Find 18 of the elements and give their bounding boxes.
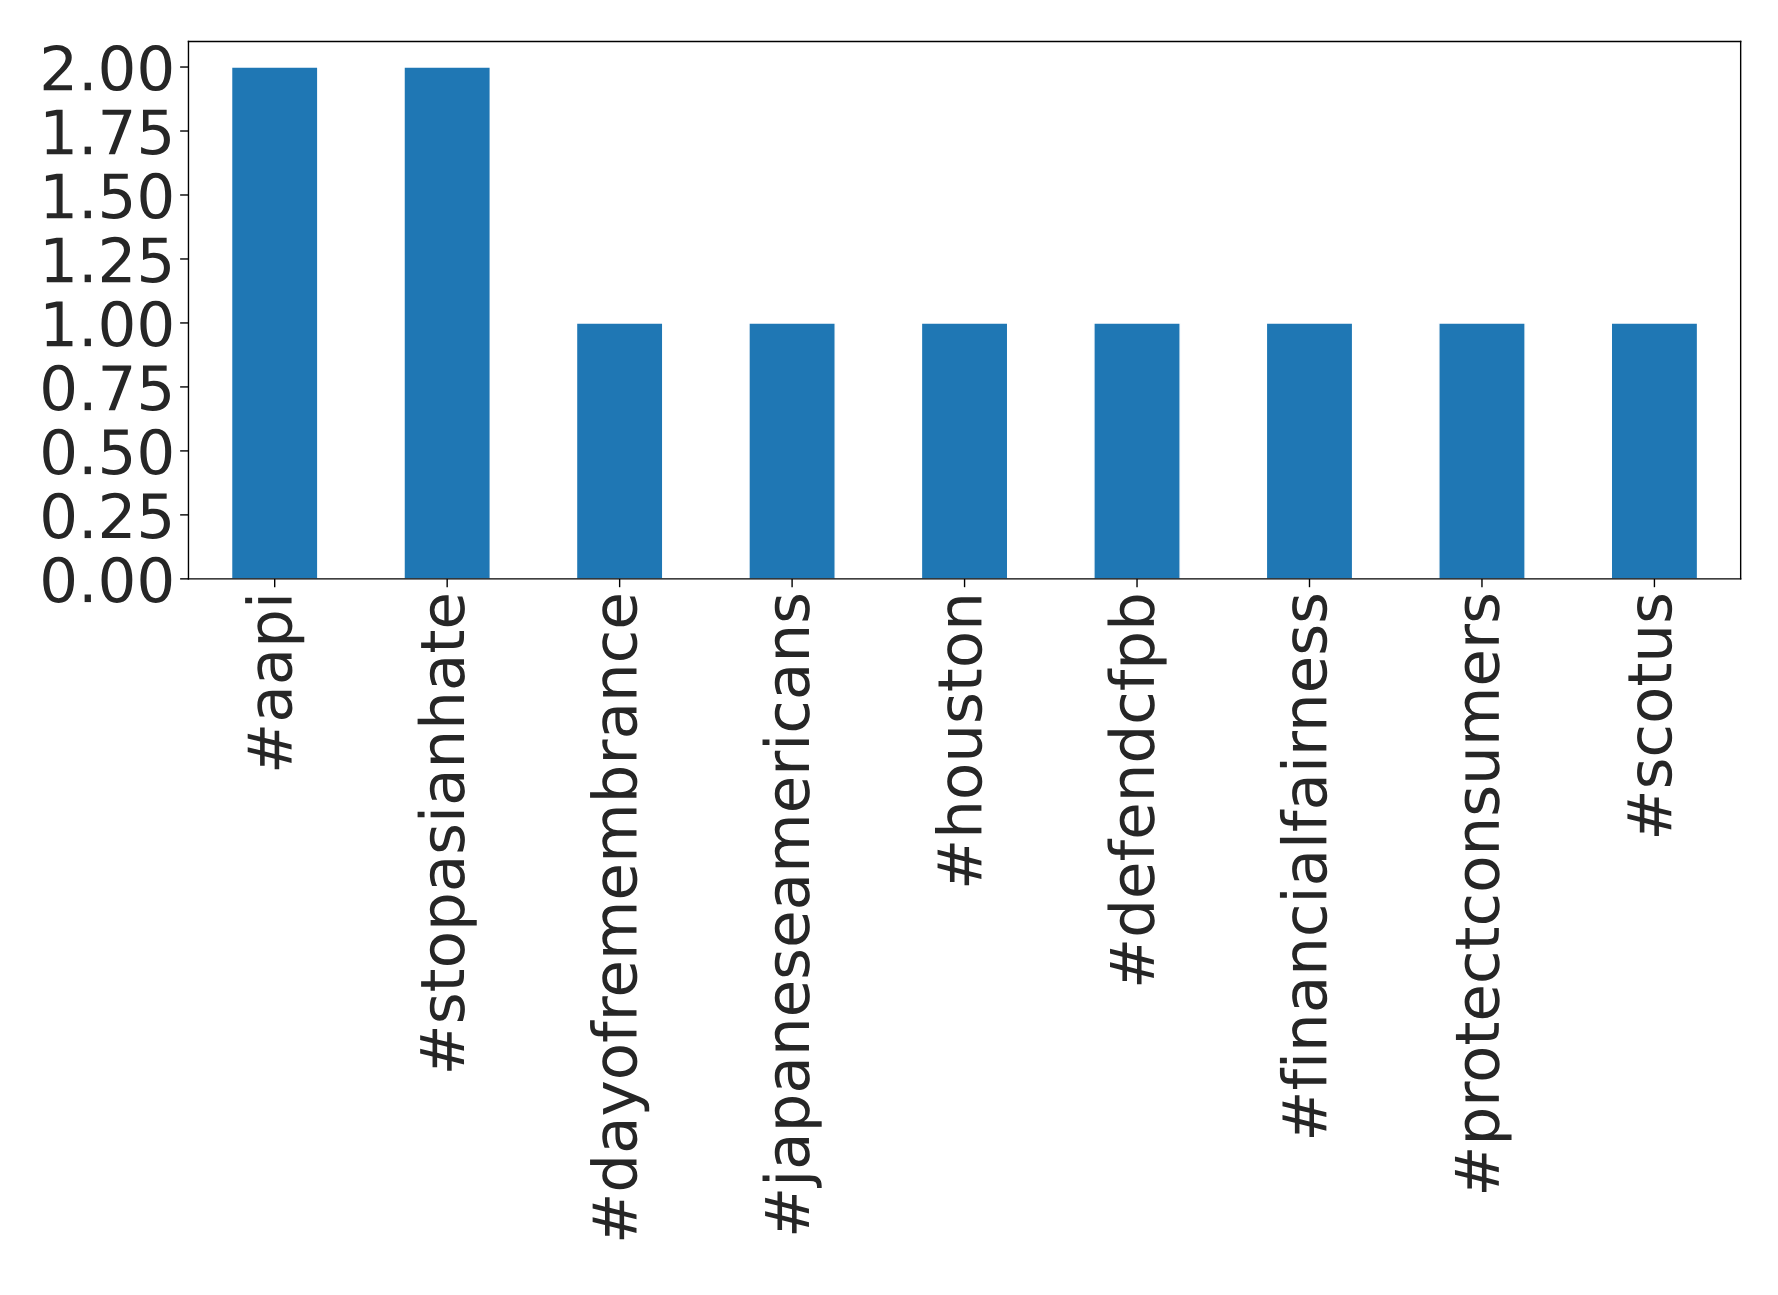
x-tick-label: #defendcfpb: [1107, 595, 1167, 985]
y-tick-label: 0.25: [43, 492, 170, 539]
x-tick-label: #financialfairness: [1279, 595, 1328, 1137]
x-tick-label: #protectconsumers: [1454, 595, 1512, 1192]
y-tick-label: 1.00: [45, 300, 172, 348]
y-tick-label: 1.75: [45, 109, 170, 156]
y-tick-label: 1.25: [45, 236, 170, 284]
x-tick-label: #houston: [934, 597, 983, 886]
x-tick-label: #dayofremembrance: [590, 595, 650, 1240]
x-tick-label: #stopasianhate: [417, 595, 477, 1071]
y-tick-label: 0.50: [43, 428, 172, 475]
y-tick-label: 0.75: [43, 364, 170, 412]
y-tick-label: 1.50: [45, 172, 172, 220]
x-tick-label: #scotus: [1627, 595, 1673, 836]
x-tick-label: #japaneseamericans: [762, 595, 822, 1234]
y-tick-label: 0.00: [43, 556, 172, 603]
x-tick-label: #aapi: [245, 597, 305, 770]
y-tick-label: 2.00: [43, 44, 172, 92]
